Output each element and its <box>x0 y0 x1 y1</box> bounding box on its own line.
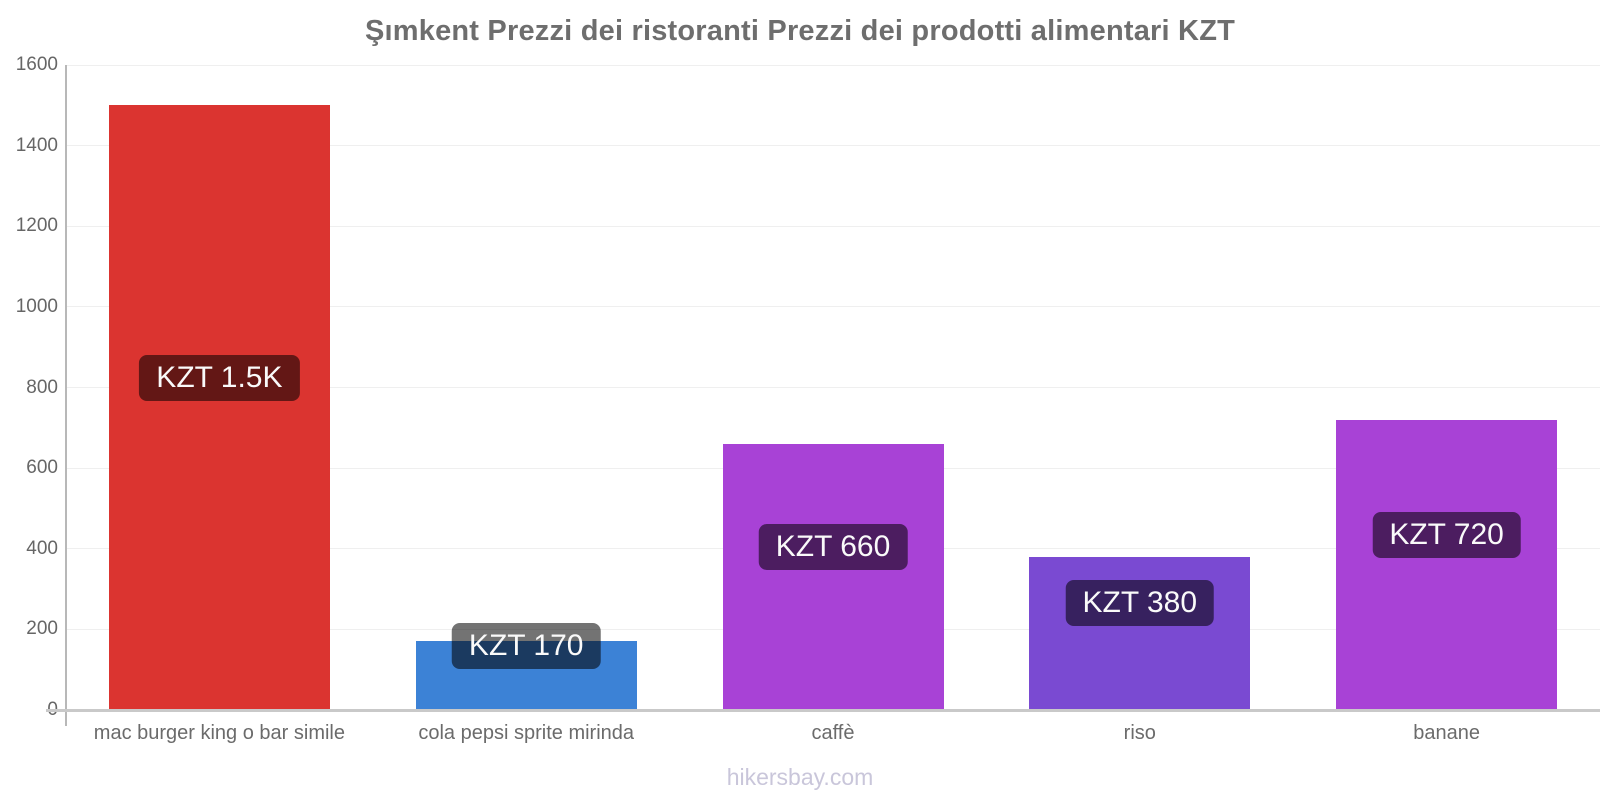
y-tick-label-1600: 1600 <box>15 54 58 75</box>
value-label-banane: KZT 720 <box>1372 511 1521 558</box>
chart-title: Şımkent Prezzi dei ristoranti Prezzi dei… <box>364 15 1236 47</box>
x-axis-baseline <box>46 709 1600 712</box>
value-label-cola-pepsi-sprite-mirinda: KZT 170 <box>451 622 601 669</box>
category-label-riso: riso <box>1123 722 1156 744</box>
gridline-1600 <box>66 64 1600 66</box>
y-tick-label-200: 200 <box>26 618 58 640</box>
watermark-hikersbay: hikersbay.com <box>726 764 874 790</box>
gridline-1400 <box>66 145 1600 147</box>
gridline-800 <box>66 387 1600 388</box>
bar-caffe[interactable] <box>722 443 944 710</box>
y-tick-label-800: 800 <box>26 376 58 398</box>
bar-banane[interactable] <box>1336 419 1558 710</box>
category-label-cola-pepsi-sprite-mirinda: cola pepsi sprite mirinda <box>418 722 635 744</box>
y-axis-line <box>65 65 67 726</box>
value-label-mac-burger-king-o-bar-simile: KZT 1.5K <box>139 354 300 401</box>
gridline-1200 <box>66 225 1600 227</box>
value-label-caffe: KZT 660 <box>758 523 908 570</box>
y-tick-label-1400: 1400 <box>15 134 58 156</box>
y-tick-label-400: 400 <box>26 537 58 559</box>
bar-mac-burger-king-o-bar-simile[interactable] <box>108 105 330 710</box>
y-tick-label-1200: 1200 <box>15 215 58 237</box>
category-label-caffe: caffè <box>811 722 855 744</box>
category-label-mac-burger-king-o-bar-simile: mac burger king o bar simile <box>93 722 345 744</box>
y-tick-label-1000: 1000 <box>15 295 58 317</box>
category-label-banane: banane <box>1413 722 1480 744</box>
y-tick-label-600: 600 <box>26 457 58 479</box>
gridline-1000 <box>66 306 1600 308</box>
value-label-riso: KZT 380 <box>1065 580 1215 627</box>
